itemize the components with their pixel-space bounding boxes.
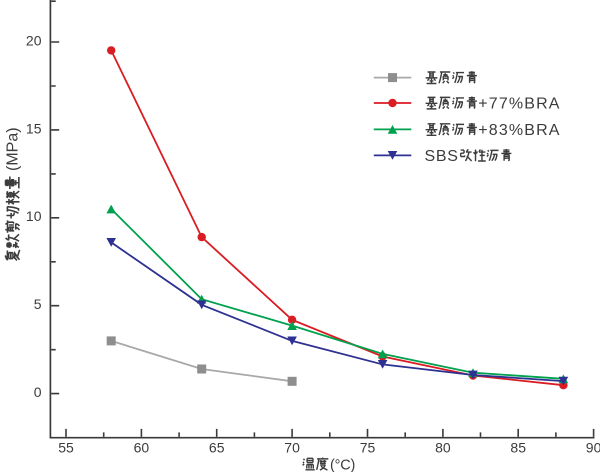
svg-text:90: 90 xyxy=(586,439,600,455)
svg-text:70: 70 xyxy=(284,439,300,455)
svg-text:5: 5 xyxy=(34,296,42,312)
svg-text:65: 65 xyxy=(209,439,225,455)
svg-text:80: 80 xyxy=(435,439,451,455)
svg-text:60: 60 xyxy=(134,439,150,455)
svg-text:10: 10 xyxy=(26,208,42,224)
svg-text:20: 20 xyxy=(26,32,42,48)
svg-text:SBS: SBS xyxy=(425,148,459,165)
svg-text:+77%BRA: +77%BRA xyxy=(478,96,560,113)
svg-text:+83%BRA: +83%BRA xyxy=(478,122,560,139)
svg-text:55: 55 xyxy=(58,439,74,455)
svg-text:(MPa): (MPa) xyxy=(5,127,22,171)
svg-text:(°C): (°C) xyxy=(330,457,355,472)
svg-text:85: 85 xyxy=(510,439,526,455)
svg-text:0: 0 xyxy=(34,384,42,400)
svg-text:75: 75 xyxy=(360,439,376,455)
svg-text:15: 15 xyxy=(26,120,42,136)
